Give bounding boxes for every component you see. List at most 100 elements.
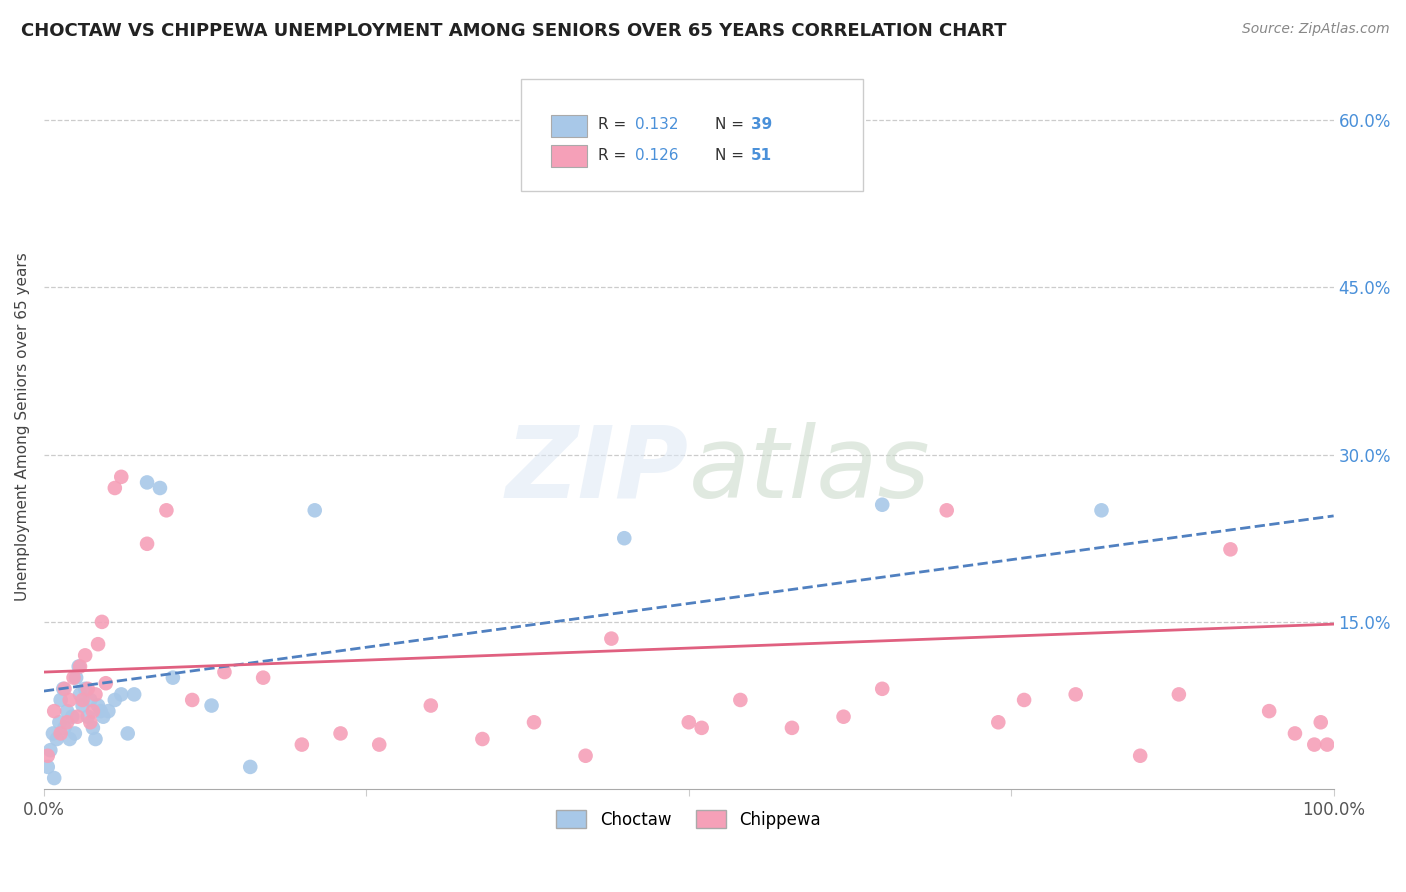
Point xyxy=(523,715,546,730)
Point xyxy=(45,731,67,746)
Text: R =: R = xyxy=(599,148,631,163)
Point xyxy=(67,659,90,673)
Point xyxy=(162,671,184,685)
Text: ZIP: ZIP xyxy=(506,422,689,518)
FancyBboxPatch shape xyxy=(551,145,586,167)
Point xyxy=(60,709,83,723)
Point xyxy=(613,531,636,545)
Point xyxy=(239,760,262,774)
Text: 0.132: 0.132 xyxy=(634,118,678,133)
Point xyxy=(37,748,59,763)
Point xyxy=(72,698,94,713)
Text: 0.126: 0.126 xyxy=(634,148,678,163)
Point xyxy=(200,698,222,713)
Point xyxy=(1012,693,1035,707)
Point xyxy=(66,709,89,723)
Point xyxy=(76,709,98,723)
Point xyxy=(870,681,893,696)
Point xyxy=(63,726,86,740)
Point xyxy=(110,687,132,701)
Point xyxy=(87,637,110,651)
Point xyxy=(84,731,107,746)
Point xyxy=(53,721,76,735)
Point xyxy=(1309,715,1331,730)
Point xyxy=(110,470,132,484)
Point xyxy=(832,709,855,723)
Point xyxy=(329,726,352,740)
Point xyxy=(52,681,75,696)
Point xyxy=(56,704,79,718)
Point xyxy=(780,721,803,735)
Point xyxy=(104,693,127,707)
Point xyxy=(44,771,66,785)
Point xyxy=(1090,503,1112,517)
Point xyxy=(155,503,177,517)
Point xyxy=(690,721,713,735)
Point xyxy=(136,475,159,490)
Point xyxy=(69,659,91,673)
Point xyxy=(1258,704,1281,718)
Text: 39: 39 xyxy=(751,118,772,133)
Point xyxy=(82,704,104,718)
Text: N =: N = xyxy=(714,118,748,133)
Point xyxy=(136,537,159,551)
Point xyxy=(72,693,94,707)
Point xyxy=(75,681,97,696)
Point xyxy=(59,693,82,707)
Point xyxy=(82,721,104,735)
Text: N =: N = xyxy=(714,148,748,163)
Point xyxy=(181,693,204,707)
Point xyxy=(149,481,172,495)
Point xyxy=(87,698,110,713)
Point xyxy=(69,687,91,701)
Point xyxy=(59,731,82,746)
Point xyxy=(122,687,145,701)
Point xyxy=(1316,738,1339,752)
Point xyxy=(291,738,314,752)
FancyBboxPatch shape xyxy=(522,78,863,191)
Y-axis label: Unemployment Among Seniors over 65 years: Unemployment Among Seniors over 65 years xyxy=(15,252,30,601)
Point xyxy=(1129,748,1152,763)
Point xyxy=(730,693,752,707)
Point xyxy=(987,715,1010,730)
Point xyxy=(104,481,127,495)
Point xyxy=(471,731,494,746)
Text: 51: 51 xyxy=(751,148,772,163)
Point xyxy=(574,748,596,763)
FancyBboxPatch shape xyxy=(551,115,586,136)
Point xyxy=(97,704,120,718)
Point xyxy=(39,743,62,757)
Point xyxy=(90,704,112,718)
Point xyxy=(56,715,79,730)
Point xyxy=(44,704,66,718)
Text: R =: R = xyxy=(599,118,631,133)
Point xyxy=(53,681,76,696)
Point xyxy=(84,687,107,701)
Point xyxy=(79,693,101,707)
Point xyxy=(42,726,65,740)
Point xyxy=(1303,738,1326,752)
Text: CHOCTAW VS CHIPPEWA UNEMPLOYMENT AMONG SENIORS OVER 65 YEARS CORRELATION CHART: CHOCTAW VS CHIPPEWA UNEMPLOYMENT AMONG S… xyxy=(21,22,1007,40)
Point xyxy=(94,676,117,690)
Point xyxy=(1167,687,1189,701)
Point xyxy=(76,681,98,696)
Point xyxy=(62,671,84,685)
Point xyxy=(600,632,623,646)
Point xyxy=(117,726,139,740)
Text: Source: ZipAtlas.com: Source: ZipAtlas.com xyxy=(1241,22,1389,37)
Point xyxy=(1064,687,1087,701)
Point xyxy=(935,503,957,517)
Point xyxy=(91,709,114,723)
Point xyxy=(48,715,70,730)
Point xyxy=(678,715,700,730)
Point xyxy=(90,615,112,629)
Point xyxy=(75,648,97,663)
Legend: Choctaw, Chippewa: Choctaw, Chippewa xyxy=(550,804,828,835)
Point xyxy=(870,498,893,512)
Point xyxy=(368,738,391,752)
Point xyxy=(214,665,236,679)
Text: atlas: atlas xyxy=(689,422,931,518)
Point xyxy=(65,671,87,685)
Point xyxy=(79,715,101,730)
Point xyxy=(49,726,72,740)
